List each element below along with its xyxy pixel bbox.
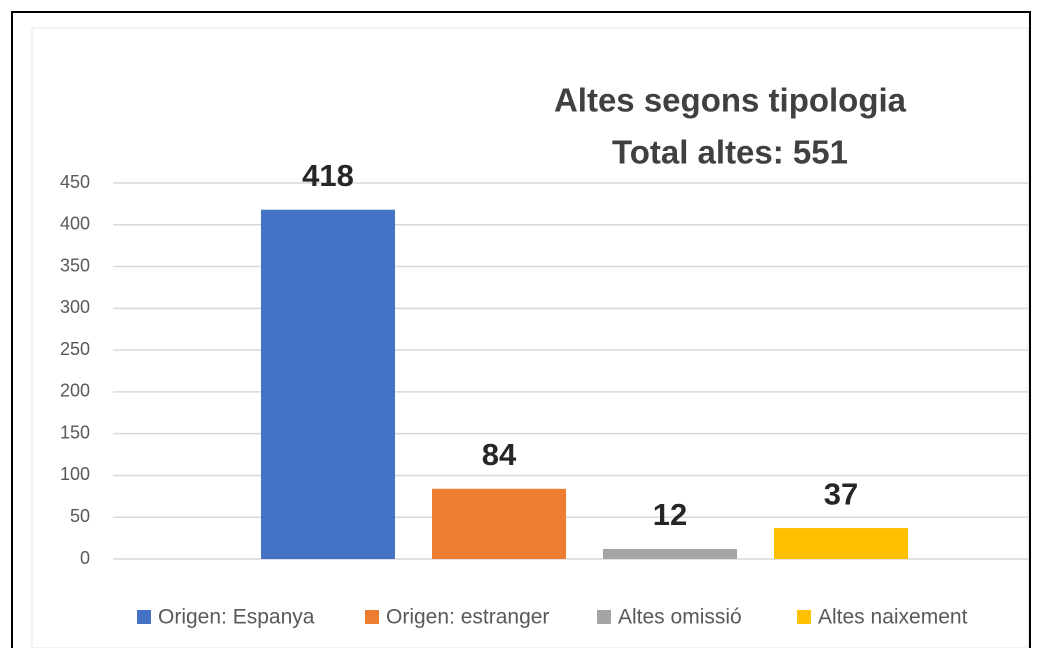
bar [603, 548, 737, 559]
chart-title: Altes segons tipologia [554, 82, 907, 119]
y-tick-label: 50 [70, 506, 90, 526]
y-tick-label: 100 [60, 464, 90, 484]
bar [774, 528, 908, 559]
legend-swatch [597, 610, 611, 624]
legend-label: Altes naixement [818, 606, 968, 629]
legend-label: Altes omissió [618, 606, 742, 629]
y-tick-label: 150 [60, 422, 90, 442]
legend-swatch [137, 610, 151, 624]
legend-swatch [365, 610, 379, 624]
y-tick-label: 450 [60, 172, 90, 192]
y-tick-label: 350 [60, 255, 90, 275]
y-tick-label: 0 [80, 548, 90, 568]
value-label: 84 [482, 437, 517, 472]
y-tick-label: 400 [60, 214, 90, 234]
value-label: 12 [653, 497, 687, 532]
bar [432, 488, 566, 559]
y-tick-label: 250 [60, 339, 90, 359]
legend-swatch [797, 610, 811, 624]
bar [261, 209, 395, 559]
legend-label: Origen: Espanya [158, 606, 315, 629]
value-label: 37 [824, 476, 858, 511]
value-label: 418 [302, 158, 354, 193]
y-tick-label: 200 [60, 381, 90, 401]
legend-label: Origen: estranger [386, 606, 549, 629]
chart-subtitle: Total altes: 551 [612, 134, 848, 171]
y-tick-label: 300 [60, 297, 90, 317]
